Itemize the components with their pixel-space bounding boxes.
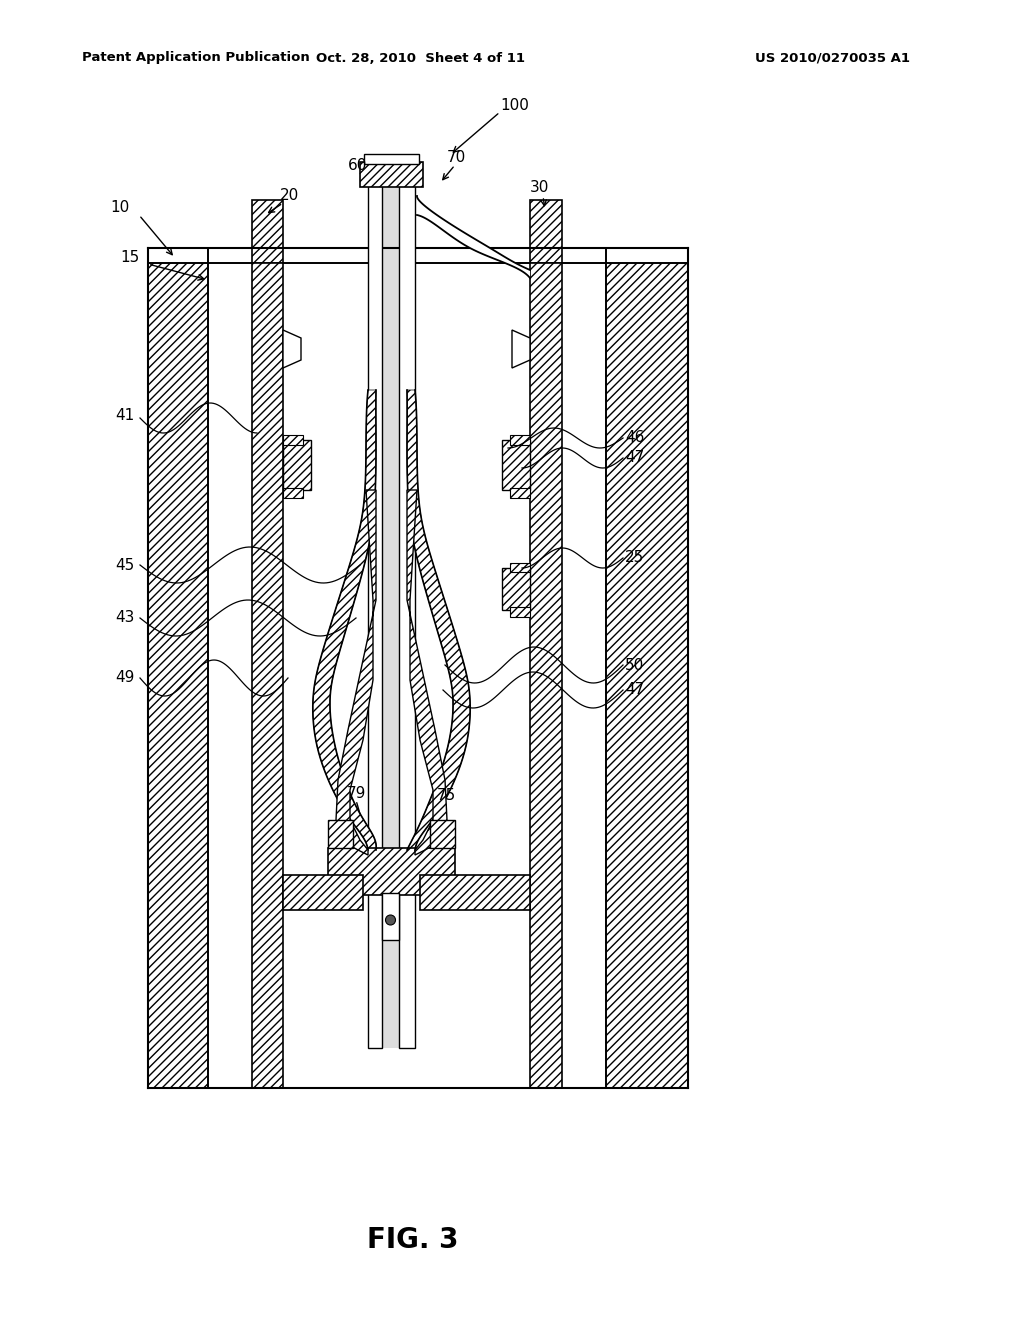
Text: 47: 47 bbox=[625, 682, 644, 697]
Text: 49: 49 bbox=[115, 671, 134, 685]
Bar bbox=[283, 488, 303, 498]
Text: 50: 50 bbox=[625, 657, 644, 672]
Polygon shape bbox=[417, 195, 530, 279]
Bar bbox=[368, 162, 382, 1048]
Text: 75: 75 bbox=[437, 788, 457, 803]
Bar bbox=[502, 440, 530, 490]
Bar bbox=[510, 607, 530, 616]
Bar bbox=[399, 162, 415, 1048]
Bar bbox=[502, 568, 530, 610]
Bar bbox=[283, 875, 362, 909]
Polygon shape bbox=[407, 389, 470, 850]
Text: 25: 25 bbox=[625, 550, 644, 565]
Text: 15: 15 bbox=[120, 251, 139, 265]
Text: 60: 60 bbox=[348, 157, 368, 173]
Text: 41: 41 bbox=[115, 408, 134, 424]
Bar bbox=[148, 248, 208, 1088]
Bar bbox=[382, 162, 399, 1048]
Polygon shape bbox=[283, 330, 301, 368]
Text: 79: 79 bbox=[347, 785, 367, 800]
Bar bbox=[364, 154, 419, 164]
Bar bbox=[283, 436, 303, 445]
Text: 100: 100 bbox=[500, 98, 528, 112]
Bar bbox=[148, 248, 688, 263]
Bar bbox=[252, 263, 283, 1088]
Text: 20: 20 bbox=[280, 187, 299, 202]
Polygon shape bbox=[312, 389, 376, 850]
Text: 46: 46 bbox=[625, 430, 644, 446]
Bar bbox=[510, 488, 530, 498]
Bar bbox=[283, 440, 311, 490]
Text: 30: 30 bbox=[530, 181, 549, 195]
Bar bbox=[252, 201, 283, 263]
Bar bbox=[360, 162, 423, 187]
Bar bbox=[510, 436, 530, 445]
Text: 70: 70 bbox=[447, 149, 466, 165]
Bar bbox=[510, 564, 530, 572]
Text: 43: 43 bbox=[115, 610, 134, 626]
Text: 45: 45 bbox=[115, 557, 134, 573]
Bar bbox=[328, 820, 353, 847]
Polygon shape bbox=[336, 490, 376, 855]
Bar bbox=[530, 201, 562, 263]
Bar bbox=[606, 248, 688, 1088]
Text: US 2010/0270035 A1: US 2010/0270035 A1 bbox=[755, 51, 910, 65]
Bar bbox=[430, 820, 455, 847]
Bar bbox=[530, 263, 562, 1088]
Circle shape bbox=[385, 915, 395, 925]
Text: 47: 47 bbox=[625, 450, 644, 466]
Text: Oct. 28, 2010  Sheet 4 of 11: Oct. 28, 2010 Sheet 4 of 11 bbox=[315, 51, 524, 65]
Polygon shape bbox=[512, 330, 530, 368]
Text: 10: 10 bbox=[110, 201, 129, 215]
Bar bbox=[328, 847, 455, 895]
Text: FIG. 3: FIG. 3 bbox=[368, 1226, 459, 1254]
Bar bbox=[420, 875, 530, 909]
Bar bbox=[382, 894, 399, 940]
Polygon shape bbox=[407, 490, 447, 855]
Text: Patent Application Publication: Patent Application Publication bbox=[82, 51, 309, 65]
